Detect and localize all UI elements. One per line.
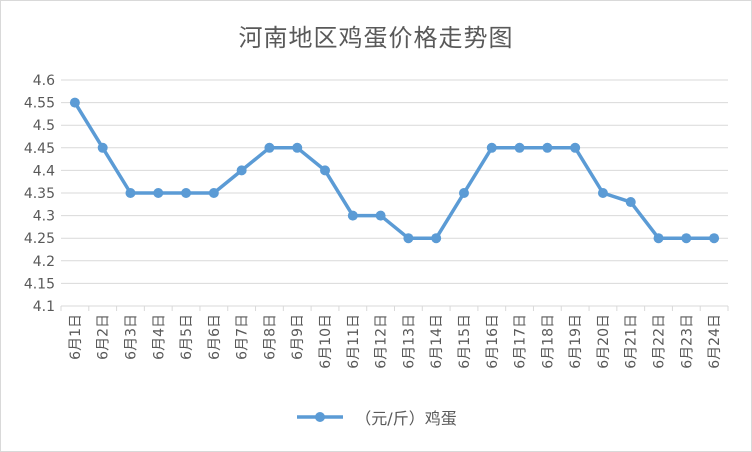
data-point [709, 233, 720, 244]
data-point [625, 197, 636, 208]
y-tick-label: 4.1 [33, 299, 55, 315]
data-point [236, 165, 247, 176]
y-tick-label: 4.4 [33, 163, 55, 179]
x-tick-label: 6月3日 [123, 314, 139, 360]
y-tick-label: 4.3 [33, 209, 55, 225]
data-point [431, 233, 442, 244]
x-tick-label: 6月7日 [235, 314, 251, 360]
data-point [97, 142, 108, 153]
y-axis-ticks: 4.1 4.15 4.2 4.25 4.3 4.35 4.4 4.45 4.5 4.55 4.6 [24, 73, 55, 315]
x-tick-label: 6月22日 [652, 314, 668, 369]
data-point [320, 165, 331, 176]
legend-label: （元/斤）鸡蛋 [355, 409, 457, 428]
data-point [69, 97, 80, 108]
x-tick-label: 6月5日 [179, 314, 195, 360]
data-point [597, 188, 608, 198]
chart-title: 河南地区鸡蛋价格走势图 [238, 24, 514, 52]
x-tick-label: 6月14日 [429, 314, 445, 369]
data-point [653, 233, 664, 244]
y-tick-label: 4.45 [24, 141, 55, 157]
x-tick-label: 6月24日 [707, 314, 723, 369]
data-point [181, 188, 192, 198]
data-point [347, 210, 358, 221]
y-tick-label: 4.55 [24, 96, 55, 112]
y-tick-label: 4.35 [24, 186, 55, 202]
data-point [375, 210, 386, 221]
x-tick-label: 6月15日 [457, 314, 473, 369]
x-tick-label: 6月4日 [151, 314, 167, 360]
x-tick-label: 6月20日 [596, 314, 612, 369]
x-axis-ticks: 6月1日 6月2日 6月3日 6月4日 6月5日 6月6日 6月7日 6月8日 6月9日 6月10… [68, 314, 723, 369]
legend: （元/斤）鸡蛋 [0, 405, 752, 429]
x-tick-label: 6月10日 [318, 314, 334, 369]
data-point [403, 233, 414, 244]
legend-marker [297, 412, 344, 422]
x-tick-label: 6月9日 [290, 314, 306, 360]
data-point [570, 142, 581, 153]
x-tick-label: 6月2日 [96, 314, 112, 360]
x-tick-label: 6月11日 [346, 314, 362, 369]
x-tick-label: 6月23日 [679, 314, 695, 369]
x-tick-label: 6月6日 [207, 314, 223, 360]
x-tick-label: 6月1日 [68, 314, 84, 360]
x-tick-label: 6月17日 [513, 314, 529, 369]
series-layer [69, 97, 720, 244]
x-tick-label: 6月13日 [401, 314, 417, 369]
data-point [458, 188, 469, 198]
data-point [542, 142, 553, 153]
data-point [486, 142, 497, 153]
y-tick-label: 4.15 [24, 276, 55, 292]
data-point [264, 142, 275, 153]
x-tick-label: 6月8日 [262, 314, 278, 360]
x-tick-label: 6月16日 [485, 314, 501, 369]
x-tick-label: 6月19日 [568, 314, 584, 369]
y-tick-label: 4.25 [24, 231, 55, 247]
data-point [125, 188, 136, 198]
data-point [681, 233, 692, 244]
data-point [208, 188, 219, 198]
y-tick-label: 4.2 [33, 254, 55, 270]
data-point [153, 188, 164, 198]
y-tick-label: 4.6 [33, 73, 55, 89]
x-tick-label: 6月12日 [374, 314, 390, 369]
data-point [292, 142, 303, 153]
x-tick-label: 6月21日 [624, 314, 640, 369]
y-tick-label: 4.5 [33, 118, 55, 134]
data-point [514, 142, 525, 153]
x-tick-label: 6月18日 [540, 314, 556, 369]
